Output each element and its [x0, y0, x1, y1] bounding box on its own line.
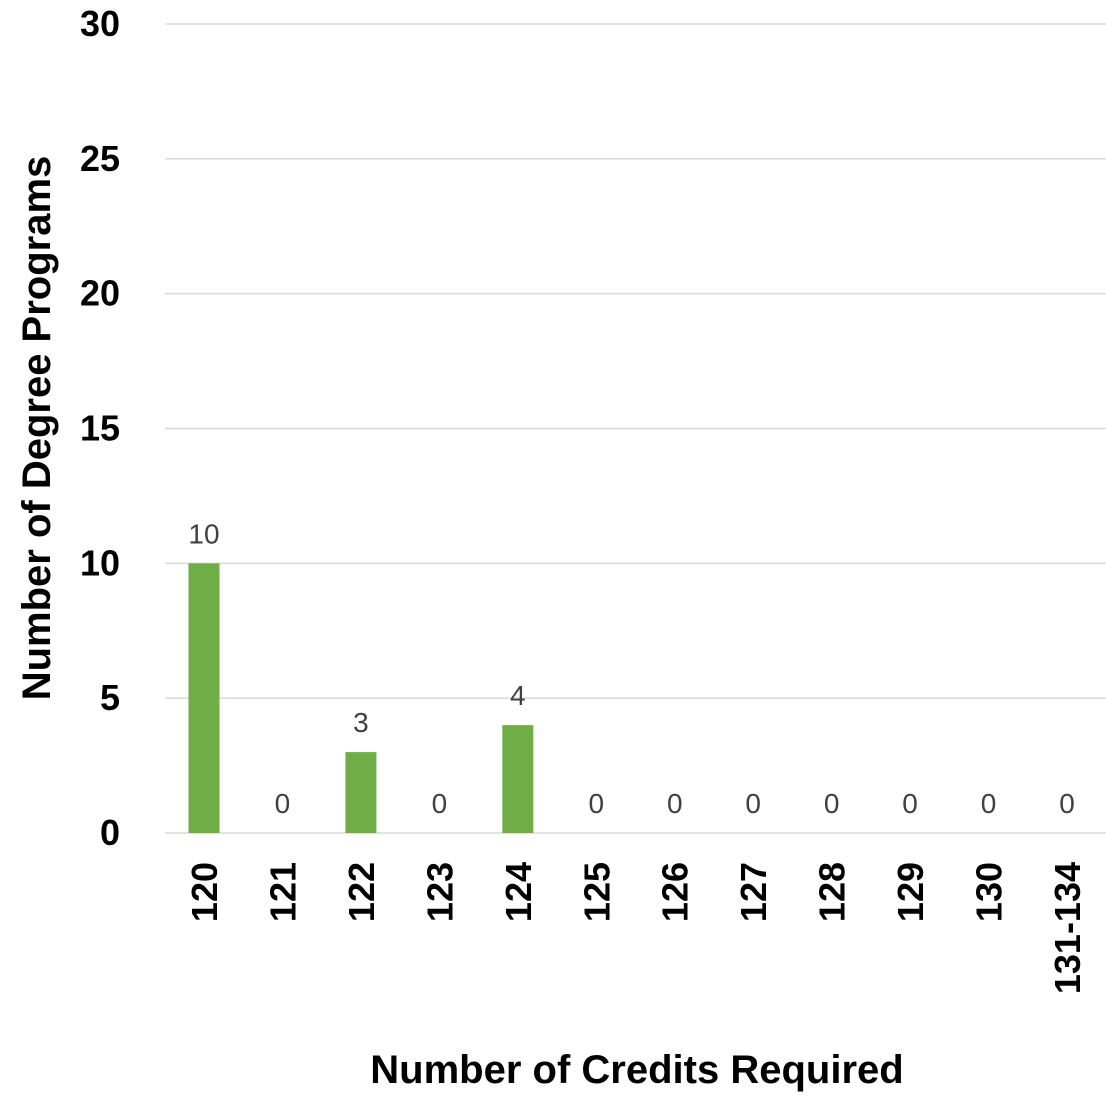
x-tick-label: 122 — [341, 862, 382, 922]
y-axis-title: Number of Degree Programs — [15, 156, 59, 701]
y-tick-label: 0 — [100, 812, 120, 853]
x-tick-label: 125 — [576, 862, 617, 922]
x-tick-label: 120 — [184, 862, 225, 922]
x-tick-label: 121 — [262, 862, 303, 922]
x-tick-label: 126 — [655, 862, 696, 922]
y-tick-label: 20 — [80, 273, 120, 314]
bar — [502, 725, 534, 833]
y-tick-label: 5 — [100, 677, 120, 718]
bars — [188, 563, 534, 833]
bar — [345, 752, 377, 833]
x-tick-label: 123 — [419, 862, 460, 922]
data-label: 4 — [510, 680, 526, 711]
x-axis-title: Number of Credits Required — [370, 1048, 903, 1092]
data-label: 0 — [432, 788, 448, 819]
x-tick-label: 127 — [733, 862, 774, 922]
data-label: 0 — [275, 788, 291, 819]
data-label: 0 — [981, 788, 997, 819]
y-tick-label: 30 — [80, 3, 120, 44]
y-tick-label: 10 — [80, 542, 120, 583]
data-label: 0 — [1059, 788, 1075, 819]
x-tick-label: 131-134 — [1047, 862, 1088, 994]
data-label: 0 — [588, 788, 604, 819]
y-tick-label: 25 — [80, 138, 120, 179]
gridlines — [165, 23, 1106, 834]
data-label: 10 — [188, 518, 219, 549]
y-tick-label: 15 — [80, 408, 120, 449]
x-tick-label: 130 — [969, 862, 1010, 922]
x-tick-label: 128 — [812, 862, 853, 922]
data-label: 0 — [667, 788, 683, 819]
x-tick-label: 129 — [890, 862, 931, 922]
data-label: 3 — [353, 707, 369, 738]
x-axis-ticks: 120 121 122 123 124 125 126 127 128 129 130 131-134 — [184, 862, 1088, 994]
y-axis-ticks: 0 5 10 15 20 25 30 — [80, 3, 120, 853]
data-label: 0 — [824, 788, 840, 819]
data-label: 0 — [745, 788, 761, 819]
data-label: 0 — [902, 788, 918, 819]
x-tick-label: 124 — [498, 862, 539, 922]
bar — [188, 563, 220, 833]
data-labels: 10 0 3 0 4 0 0 0 0 0 0 0 — [188, 518, 1074, 819]
